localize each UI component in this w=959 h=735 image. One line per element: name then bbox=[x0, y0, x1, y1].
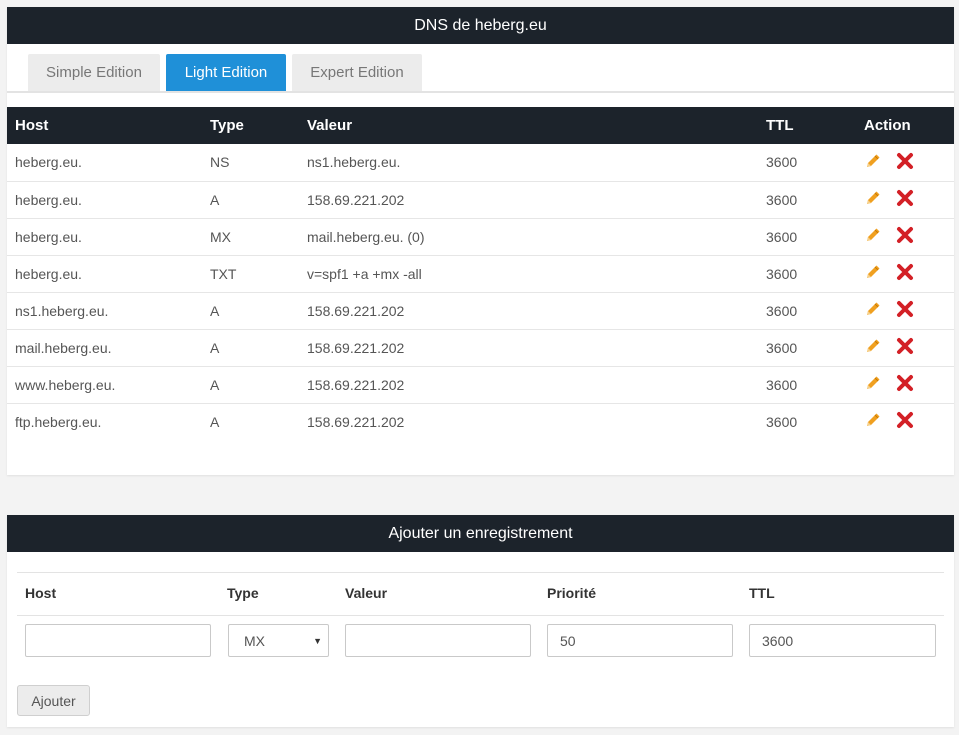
record-type: A bbox=[210, 339, 220, 356]
table-row: heberg.eu. TXT v=spf1 +a +mx -all 3600 bbox=[7, 255, 954, 292]
label-value: Valeur bbox=[345, 585, 388, 601]
pencil-icon[interactable] bbox=[864, 263, 882, 281]
record-type: MX bbox=[210, 228, 231, 245]
record-ttl: 3600 bbox=[766, 302, 798, 319]
record-actions bbox=[856, 255, 954, 292]
record-value: v=spf1 +a +mx -all bbox=[307, 265, 422, 282]
pencil-icon[interactable] bbox=[864, 300, 882, 318]
add-record-panel: Ajouter un enregistrement Host Type Vale… bbox=[7, 515, 954, 727]
record-value: 158.69.221.202 bbox=[307, 339, 405, 356]
caret-down-icon: ▼ bbox=[313, 635, 322, 646]
table-row: mail.heberg.eu. A 158.69.221.202 3600 bbox=[7, 329, 954, 366]
record-type: A bbox=[210, 191, 220, 208]
record-value: mail.heberg.eu. (0) bbox=[307, 228, 425, 245]
dns-records-table: Host Type Valeur TTL Action heberg.eu. NS… bbox=[7, 107, 954, 440]
record-ttl: 3600 bbox=[766, 154, 798, 171]
record-host: ftp.heberg.eu. bbox=[15, 413, 102, 430]
delete-icon[interactable] bbox=[896, 263, 914, 281]
col-header-value: Valeur bbox=[307, 117, 353, 134]
delete-icon[interactable] bbox=[896, 374, 914, 392]
delete-icon[interactable] bbox=[896, 226, 914, 244]
tab-light-edition[interactable]: Light Edition bbox=[166, 54, 286, 91]
record-ttl: 3600 bbox=[766, 413, 798, 430]
record-type: TXT bbox=[210, 265, 237, 282]
col-header-type: Type bbox=[210, 117, 244, 134]
record-ttl: 3600 bbox=[766, 228, 798, 245]
record-actions bbox=[856, 366, 954, 403]
pencil-icon[interactable] bbox=[864, 374, 882, 392]
record-actions bbox=[856, 144, 954, 181]
label-type: Type bbox=[227, 585, 259, 601]
pencil-icon[interactable] bbox=[864, 337, 882, 355]
table-row: ns1.heberg.eu. A 158.69.221.202 3600 bbox=[7, 292, 954, 329]
value-input[interactable] bbox=[345, 624, 531, 657]
add-panel-header: Ajouter un enregistrement bbox=[7, 515, 954, 552]
record-ttl: 3600 bbox=[766, 191, 798, 208]
tab-simple-edition[interactable]: Simple Edition bbox=[28, 54, 160, 91]
tab-expert-edition[interactable]: Expert Edition bbox=[292, 54, 422, 91]
label-ttl: TTL bbox=[749, 585, 775, 601]
delete-icon[interactable] bbox=[896, 189, 914, 207]
pencil-icon[interactable] bbox=[864, 411, 882, 429]
col-header-ttl: TTL bbox=[766, 117, 794, 134]
edition-tabs: Simple Edition Light Edition Expert Edit… bbox=[7, 44, 954, 93]
record-actions bbox=[856, 403, 954, 440]
type-select[interactable]: MX ▼ bbox=[228, 624, 329, 657]
label-host: Host bbox=[25, 585, 57, 601]
add-panel-title: Ajouter un enregistrement bbox=[388, 524, 573, 542]
record-type: A bbox=[210, 376, 220, 393]
record-ttl: 3600 bbox=[766, 339, 798, 356]
record-actions bbox=[856, 292, 954, 329]
dns-panel-title: DNS de heberg.eu bbox=[414, 16, 547, 34]
delete-icon[interactable] bbox=[896, 300, 914, 318]
record-value: ns1.heberg.eu. bbox=[307, 154, 401, 171]
dns-panel-header: DNS de heberg.eu bbox=[7, 7, 954, 44]
dns-panel: DNS de heberg.eu Simple Edition Light Ed… bbox=[7, 7, 954, 475]
pencil-icon[interactable] bbox=[864, 226, 882, 244]
pencil-icon[interactable] bbox=[864, 152, 882, 170]
delete-icon[interactable] bbox=[896, 337, 914, 355]
record-value: 158.69.221.202 bbox=[307, 302, 405, 319]
col-header-host: Host bbox=[15, 117, 49, 134]
record-actions bbox=[856, 218, 954, 255]
priority-input[interactable] bbox=[547, 624, 733, 657]
table-row: www.heberg.eu. A 158.69.221.202 3600 bbox=[7, 366, 954, 403]
record-host: mail.heberg.eu. bbox=[15, 339, 112, 356]
record-host: heberg.eu. bbox=[15, 228, 82, 245]
table-header-row: Host Type Valeur TTL Action bbox=[7, 107, 954, 144]
col-header-action: Action bbox=[864, 117, 911, 134]
form-input-row: MX ▼ bbox=[17, 616, 944, 668]
record-host: heberg.eu. bbox=[15, 265, 82, 282]
record-ttl: 3600 bbox=[766, 376, 798, 393]
record-actions bbox=[856, 181, 954, 218]
record-value: 158.69.221.202 bbox=[307, 191, 405, 208]
delete-icon[interactable] bbox=[896, 411, 914, 429]
record-host: heberg.eu. bbox=[15, 191, 82, 208]
form-header-row: Host Type Valeur Priorité TTL bbox=[17, 572, 944, 616]
record-value: 158.69.221.202 bbox=[307, 413, 405, 430]
table-row: heberg.eu. NS ns1.heberg.eu. 3600 bbox=[7, 144, 954, 181]
record-ttl: 3600 bbox=[766, 265, 798, 282]
record-host: www.heberg.eu. bbox=[15, 376, 116, 393]
record-actions bbox=[856, 329, 954, 366]
ttl-input[interactable] bbox=[749, 624, 936, 657]
host-input[interactable] bbox=[25, 624, 211, 657]
pencil-icon[interactable] bbox=[864, 189, 882, 207]
record-type: A bbox=[210, 413, 220, 430]
table-row: heberg.eu. MX mail.heberg.eu. (0) 3600 bbox=[7, 218, 954, 255]
table-row: ftp.heberg.eu. A 158.69.221.202 3600 bbox=[7, 403, 954, 440]
delete-icon[interactable] bbox=[896, 152, 914, 170]
record-value: 158.69.221.202 bbox=[307, 376, 405, 393]
label-priority: Priorité bbox=[547, 585, 597, 601]
type-select-value: MX bbox=[244, 632, 265, 649]
record-type: NS bbox=[210, 154, 230, 171]
records-body: heberg.eu. NS ns1.heberg.eu. 3600 heberg.eu.… bbox=[7, 144, 954, 440]
record-host: ns1.heberg.eu. bbox=[15, 302, 109, 319]
add-record-button[interactable]: Ajouter bbox=[17, 685, 90, 716]
record-host: heberg.eu. bbox=[15, 154, 82, 171]
table-row: heberg.eu. A 158.69.221.202 3600 bbox=[7, 181, 954, 218]
record-type: A bbox=[210, 302, 220, 319]
